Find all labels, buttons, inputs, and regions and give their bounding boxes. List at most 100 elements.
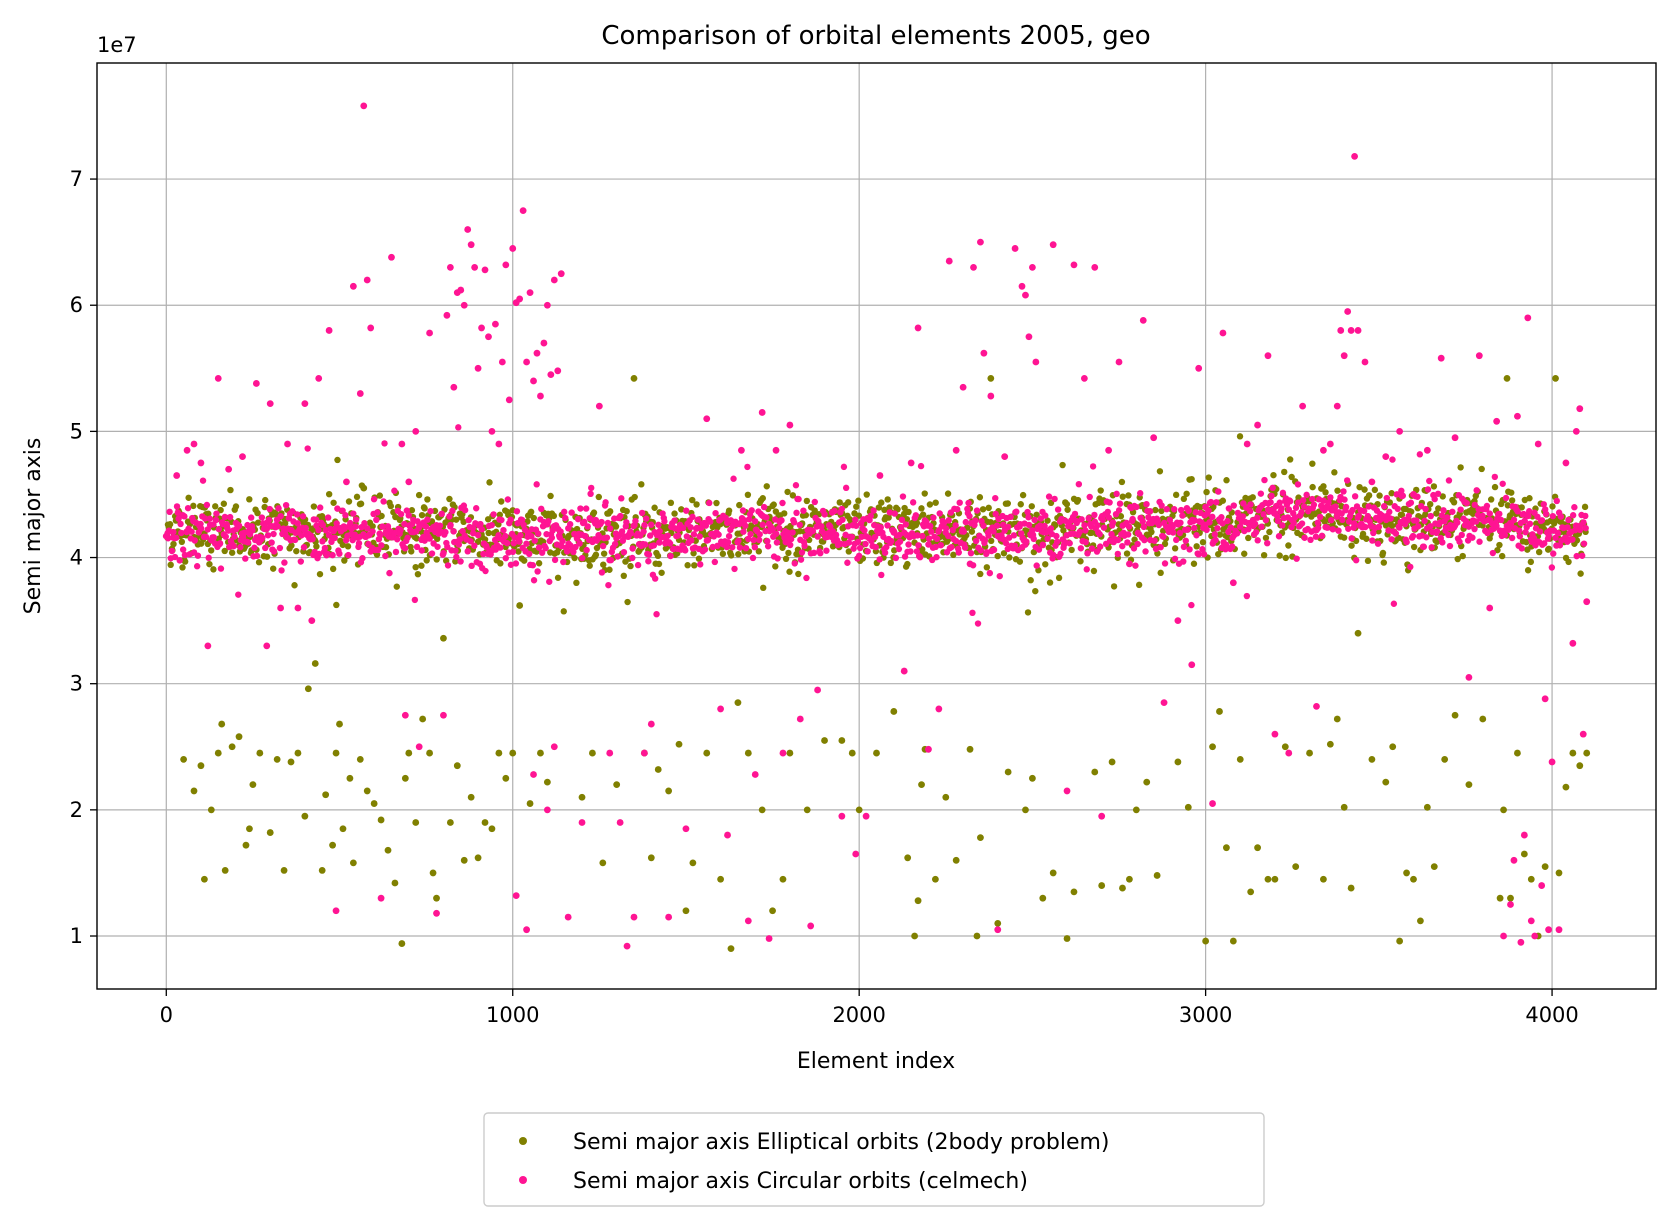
circular-point bbox=[1207, 498, 1215, 506]
circular-point bbox=[1105, 514, 1113, 521]
circular-point bbox=[359, 555, 366, 562]
elliptical-point bbox=[1281, 468, 1288, 476]
circular-point bbox=[1004, 523, 1012, 531]
circular-point bbox=[1176, 529, 1184, 537]
circular-point bbox=[645, 558, 652, 565]
circular-point bbox=[214, 374, 222, 382]
elliptical-point bbox=[408, 507, 416, 514]
circular-point bbox=[1433, 528, 1441, 535]
circular-point bbox=[1254, 514, 1261, 521]
circular-point bbox=[1514, 508, 1521, 515]
circular-point bbox=[902, 521, 910, 528]
elliptical-point bbox=[1496, 894, 1504, 902]
circular-point bbox=[839, 516, 846, 523]
circular-point bbox=[413, 543, 421, 551]
circular-point bbox=[533, 481, 540, 488]
circular-point bbox=[897, 524, 905, 531]
circular-point bbox=[814, 533, 821, 540]
circular-point bbox=[329, 551, 336, 559]
circular-point bbox=[433, 909, 440, 917]
circular-point bbox=[350, 510, 357, 517]
circular-point bbox=[786, 421, 794, 429]
elliptical-point bbox=[1382, 778, 1390, 786]
circular-point bbox=[1351, 493, 1359, 500]
circular-point bbox=[611, 540, 619, 548]
circular-point bbox=[401, 520, 408, 528]
elliptical-point bbox=[627, 562, 634, 570]
circular-point bbox=[1314, 519, 1321, 526]
elliptical-point bbox=[647, 854, 655, 862]
elliptical-point bbox=[1049, 869, 1057, 877]
elliptical-point bbox=[254, 519, 262, 526]
elliptical-point bbox=[1504, 502, 1512, 509]
elliptical-point bbox=[273, 755, 281, 763]
circular-point bbox=[568, 509, 575, 516]
circular-point bbox=[481, 266, 489, 274]
elliptical-point bbox=[703, 749, 711, 757]
circular-point bbox=[507, 561, 515, 568]
elliptical-point bbox=[391, 879, 399, 887]
elliptical-point bbox=[1046, 579, 1054, 586]
circular-point bbox=[1155, 521, 1163, 529]
elliptical-point bbox=[1577, 570, 1584, 577]
circular-point bbox=[509, 548, 517, 556]
circular-point bbox=[379, 523, 386, 530]
circular-point bbox=[779, 749, 787, 757]
circular-point bbox=[298, 532, 305, 539]
circular-point bbox=[1534, 440, 1542, 448]
circular-point bbox=[345, 551, 352, 559]
circular-point bbox=[259, 534, 266, 542]
circular-point bbox=[1298, 520, 1306, 527]
circular-point bbox=[744, 463, 751, 471]
elliptical-point bbox=[1423, 803, 1431, 811]
circular-point bbox=[1422, 505, 1429, 513]
circular-point bbox=[222, 533, 229, 540]
circular-point bbox=[1320, 446, 1327, 454]
elliptical-point bbox=[1388, 522, 1396, 530]
circular-point bbox=[199, 477, 207, 484]
circular-point bbox=[996, 572, 1003, 580]
circular-point bbox=[990, 546, 998, 554]
circular-point bbox=[1469, 534, 1476, 541]
circular-point bbox=[1258, 523, 1265, 530]
series-circular-layer bbox=[162, 102, 1591, 950]
elliptical-point bbox=[433, 556, 440, 563]
elliptical-point bbox=[855, 806, 863, 814]
circular-point bbox=[703, 415, 711, 423]
circular-point bbox=[490, 511, 497, 518]
circular-point bbox=[994, 926, 1002, 934]
circular-point bbox=[1299, 497, 1307, 504]
elliptical-point bbox=[418, 562, 425, 569]
circular-point bbox=[1388, 536, 1395, 543]
circular-point bbox=[876, 472, 884, 479]
elliptical-point bbox=[1410, 543, 1418, 551]
circular-point bbox=[1069, 524, 1076, 531]
circular-point bbox=[1192, 509, 1199, 516]
circular-point bbox=[690, 531, 698, 538]
elliptical-point bbox=[786, 749, 794, 757]
circular-point bbox=[523, 540, 530, 547]
circular-point bbox=[391, 529, 399, 537]
circular-point bbox=[384, 523, 392, 530]
elliptical-point bbox=[1004, 500, 1012, 507]
circular-point bbox=[349, 282, 357, 290]
circular-point bbox=[730, 475, 737, 482]
circular-point bbox=[397, 526, 404, 534]
circular-point bbox=[301, 400, 309, 408]
elliptical-point bbox=[167, 561, 174, 569]
circular-point bbox=[790, 519, 798, 526]
elliptical-point bbox=[1535, 548, 1543, 556]
elliptical-point bbox=[378, 512, 385, 520]
circular-point bbox=[1098, 812, 1106, 820]
circular-point bbox=[526, 289, 534, 297]
circular-point bbox=[239, 453, 246, 461]
circular-point bbox=[1142, 548, 1149, 555]
chart-title: Comparison of orbital elements 2005, geo bbox=[601, 21, 1150, 51]
circular-point bbox=[1444, 514, 1451, 521]
circular-point bbox=[374, 546, 382, 554]
circular-point bbox=[249, 527, 256, 534]
circular-point bbox=[961, 544, 969, 551]
circular-point bbox=[173, 472, 181, 479]
elliptical-point bbox=[770, 501, 777, 508]
circular-point bbox=[992, 494, 999, 502]
